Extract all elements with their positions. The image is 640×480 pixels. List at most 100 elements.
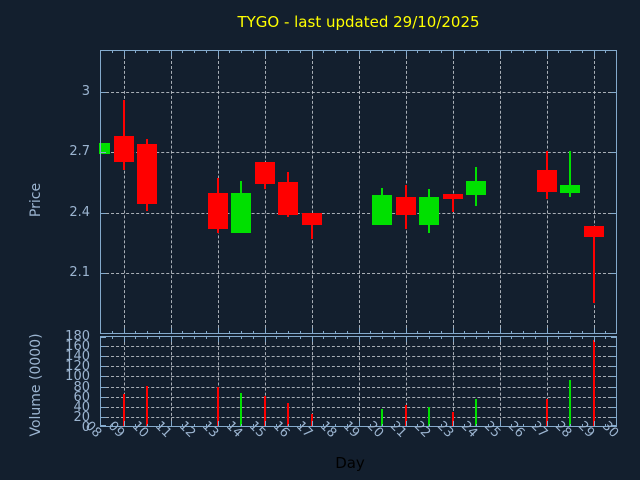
volume-tick-mark bbox=[611, 356, 616, 357]
x-tick-mark bbox=[488, 51, 489, 53]
volume-gridline-horizontal bbox=[101, 356, 616, 357]
x-tick-mark bbox=[417, 331, 418, 333]
x-tick-mark bbox=[124, 51, 125, 56]
price-tick-mark bbox=[101, 92, 106, 93]
candle-wick bbox=[123, 100, 125, 170]
x-tick-mark bbox=[265, 328, 266, 333]
volume-bar-day-09 bbox=[123, 394, 125, 426]
price-tick-mark bbox=[101, 213, 106, 214]
x-tick-mark bbox=[429, 424, 430, 426]
x-tick-mark bbox=[335, 331, 336, 333]
x-tick-mark bbox=[582, 424, 583, 426]
x-tick-mark bbox=[359, 51, 360, 56]
x-tick-mark bbox=[535, 331, 536, 333]
x-tick-mark bbox=[159, 51, 160, 53]
x-tick-mark bbox=[194, 424, 195, 426]
x-tick-mark bbox=[382, 337, 383, 339]
x-tick-mark bbox=[159, 337, 160, 339]
volume-bar-day-24 bbox=[475, 399, 477, 426]
x-tick-mark bbox=[500, 337, 501, 342]
x-tick-mark bbox=[124, 328, 125, 333]
volume-bar-day-16 bbox=[287, 403, 289, 426]
x-tick-mark bbox=[558, 331, 559, 333]
x-tick-mark bbox=[323, 331, 324, 333]
x-tick-mark bbox=[441, 424, 442, 426]
volume-gridline-vertical bbox=[171, 337, 172, 426]
x-tick-mark bbox=[300, 331, 301, 333]
x-tick-mark bbox=[182, 337, 183, 339]
volume-tick-mark bbox=[611, 376, 616, 377]
x-tick-mark bbox=[464, 331, 465, 333]
x-tick-mark bbox=[570, 424, 571, 426]
price-tick-label: 2.1 bbox=[69, 265, 90, 280]
x-tick-mark bbox=[218, 328, 219, 333]
chart-title: TYGO - last updated 29/10/2025 bbox=[237, 13, 480, 31]
x-tick-mark bbox=[464, 51, 465, 53]
x-tick-mark bbox=[394, 51, 395, 53]
x-tick-mark bbox=[112, 424, 113, 426]
volume-tick-label: 40 bbox=[73, 400, 90, 415]
x-tick-mark bbox=[523, 331, 524, 333]
volume-tick-label: 180 bbox=[65, 329, 90, 344]
x-tick-mark bbox=[312, 328, 313, 333]
x-tick-mark bbox=[147, 424, 148, 426]
volume-tick-label: 20 bbox=[73, 410, 90, 425]
x-tick-mark bbox=[194, 337, 195, 339]
x-tick-mark bbox=[124, 337, 125, 342]
volume-gridline-horizontal bbox=[101, 397, 616, 398]
x-tick-mark bbox=[535, 51, 536, 53]
x-tick-mark bbox=[218, 421, 219, 426]
volume-panel-border bbox=[100, 336, 617, 427]
x-tick-mark bbox=[288, 424, 289, 426]
x-tick-mark bbox=[147, 337, 148, 339]
x-tick-mark bbox=[288, 337, 289, 339]
x-tick-mark bbox=[112, 337, 113, 339]
volume-tick-mark bbox=[101, 397, 106, 398]
x-tick-mark bbox=[147, 331, 148, 333]
x-tick-mark bbox=[171, 328, 172, 333]
x-tick-mark bbox=[453, 51, 454, 56]
volume-gridline-horizontal bbox=[101, 387, 616, 388]
candle-body-day-17 bbox=[302, 213, 322, 225]
volume-tick-label: 100 bbox=[65, 369, 90, 384]
volume-gridline-vertical bbox=[312, 337, 313, 426]
volume-bar-day-27 bbox=[546, 399, 548, 426]
volume-gridline-vertical bbox=[500, 337, 501, 426]
x-tick-mark bbox=[359, 421, 360, 426]
x-tick-mark bbox=[229, 337, 230, 339]
price-tick-mark bbox=[101, 273, 106, 274]
price-gridline-vertical bbox=[500, 51, 501, 333]
x-tick-mark bbox=[312, 337, 313, 342]
x-tick-mark bbox=[194, 331, 195, 333]
volume-tick-mark bbox=[101, 425, 106, 426]
x-tick-mark bbox=[605, 337, 606, 339]
x-tick-mark bbox=[500, 51, 501, 56]
x-tick-mark bbox=[547, 337, 548, 342]
candle-body-day-24 bbox=[466, 181, 486, 195]
volume-gridline-vertical bbox=[218, 337, 219, 426]
x-tick-mark bbox=[135, 51, 136, 53]
x-tick-mark bbox=[323, 337, 324, 339]
volume-gridline-vertical bbox=[453, 337, 454, 426]
x-tick-mark bbox=[370, 337, 371, 339]
price-gridline-horizontal bbox=[101, 92, 616, 93]
volume-bar-day-17 bbox=[311, 414, 313, 426]
x-tick-mark bbox=[594, 328, 595, 333]
x-tick-mark bbox=[605, 51, 606, 53]
x-tick-mark bbox=[453, 328, 454, 333]
volume-bar-day-10 bbox=[146, 386, 148, 426]
volume-tick-mark bbox=[101, 356, 106, 357]
x-tick-mark bbox=[605, 424, 606, 426]
x-tick-mark bbox=[312, 51, 313, 56]
candle-body-day-08 bbox=[100, 143, 110, 154]
x-tick-mark bbox=[429, 51, 430, 53]
x-tick-mark bbox=[300, 424, 301, 426]
volume-bar-day-15 bbox=[264, 396, 266, 426]
x-tick-mark bbox=[265, 51, 266, 56]
candle-body-day-10 bbox=[137, 144, 157, 204]
candle-wick bbox=[569, 151, 571, 197]
x-tick-mark bbox=[253, 331, 254, 333]
candle-body-day-23 bbox=[443, 194, 463, 199]
x-tick-mark bbox=[147, 51, 148, 53]
